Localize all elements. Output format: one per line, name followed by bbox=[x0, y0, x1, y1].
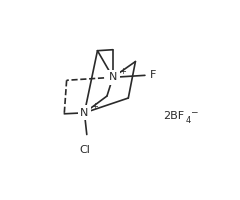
Text: N: N bbox=[109, 72, 117, 82]
Text: 2BF: 2BF bbox=[163, 111, 184, 121]
Text: F: F bbox=[150, 70, 156, 80]
Text: Cl: Cl bbox=[79, 145, 90, 155]
Text: N: N bbox=[80, 108, 89, 118]
Text: −: − bbox=[190, 107, 198, 116]
Text: 4: 4 bbox=[186, 116, 191, 125]
Text: +: + bbox=[91, 102, 98, 111]
Text: +: + bbox=[120, 67, 126, 76]
